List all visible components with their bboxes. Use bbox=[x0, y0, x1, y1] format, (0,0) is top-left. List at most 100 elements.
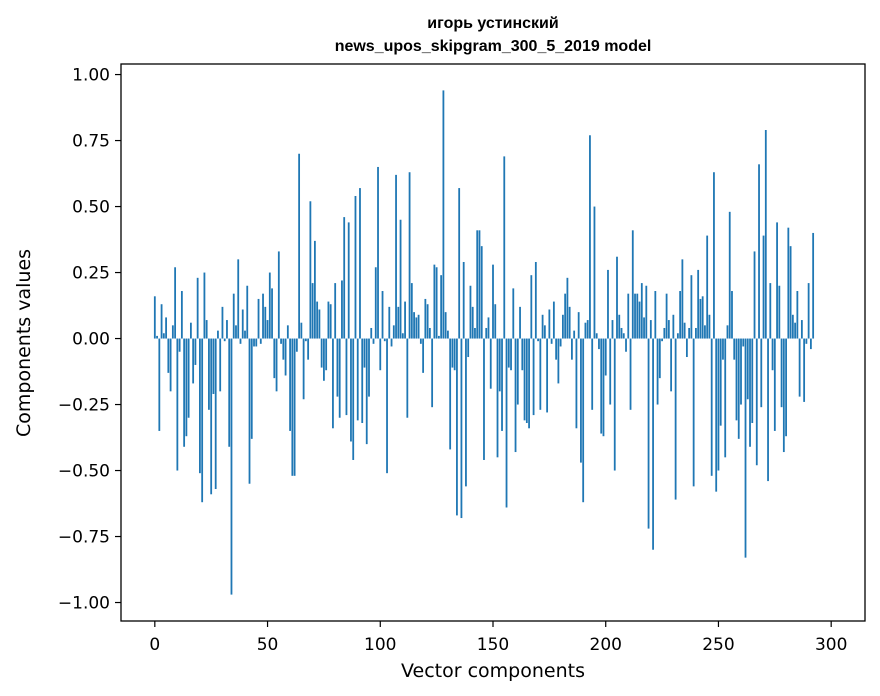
bar-63 bbox=[295, 338, 298, 352]
bar-285 bbox=[796, 291, 799, 339]
bar-0 bbox=[153, 296, 156, 339]
chart-subtitle: news_upos_skipgram_300_5_2019 model bbox=[335, 38, 652, 55]
bar-131 bbox=[449, 338, 452, 450]
bar-201 bbox=[607, 269, 609, 339]
bar-121 bbox=[426, 304, 429, 339]
bar-90 bbox=[356, 338, 359, 421]
bar-241 bbox=[697, 269, 700, 339]
bar-213 bbox=[634, 293, 636, 339]
bar-99 bbox=[377, 166, 379, 339]
bar-51 bbox=[268, 272, 271, 339]
bar-93 bbox=[363, 338, 366, 368]
bar-197 bbox=[598, 338, 600, 350]
bar-48 bbox=[262, 293, 264, 339]
bar-115 bbox=[413, 312, 415, 339]
bar-84 bbox=[343, 217, 346, 339]
bar-179 bbox=[557, 338, 560, 384]
bar-82 bbox=[338, 338, 341, 418]
bar-100 bbox=[379, 338, 382, 371]
bar-28 bbox=[217, 330, 219, 339]
x-axis-label: Vector components bbox=[401, 660, 585, 682]
bar-202 bbox=[609, 338, 612, 405]
bar-231 bbox=[674, 338, 677, 500]
bar-65 bbox=[300, 322, 303, 339]
bar-74 bbox=[320, 338, 323, 368]
y-tick-label-2: 0.50 bbox=[72, 198, 110, 218]
bar-160 bbox=[514, 338, 517, 453]
bar-251 bbox=[719, 338, 722, 426]
bar-194 bbox=[591, 338, 594, 410]
bar-208 bbox=[622, 333, 625, 339]
bar-138 bbox=[465, 338, 467, 487]
bar-211 bbox=[629, 338, 632, 410]
bar-273 bbox=[769, 283, 772, 339]
bar-96 bbox=[370, 327, 373, 339]
y-tick-label-5: −0.25 bbox=[58, 396, 110, 416]
bar-165 bbox=[525, 338, 528, 424]
bar-152 bbox=[496, 338, 499, 458]
bar-205 bbox=[616, 256, 618, 339]
bar-267 bbox=[755, 338, 758, 466]
y-tick-label-8: −1.00 bbox=[58, 594, 110, 614]
bar-76 bbox=[325, 338, 328, 371]
bar-64 bbox=[298, 153, 301, 339]
bar-164 bbox=[523, 338, 526, 421]
bar-287 bbox=[800, 320, 803, 339]
bar-204 bbox=[613, 338, 616, 471]
bar-150 bbox=[492, 264, 494, 339]
bar-178 bbox=[555, 338, 558, 360]
bar-117 bbox=[417, 314, 420, 339]
bar-2 bbox=[158, 338, 161, 431]
bar-111 bbox=[404, 301, 406, 339]
bar-50 bbox=[266, 320, 269, 339]
bar-224 bbox=[658, 338, 661, 379]
bar-101 bbox=[381, 291, 384, 339]
bar-186 bbox=[573, 330, 576, 339]
bar-161 bbox=[516, 338, 519, 405]
bar-113 bbox=[408, 172, 411, 339]
bar-191 bbox=[584, 322, 587, 339]
bar-29 bbox=[219, 338, 222, 392]
bar-83 bbox=[341, 280, 343, 339]
bar-52 bbox=[271, 288, 273, 339]
bar-151 bbox=[494, 304, 497, 339]
bar-116 bbox=[415, 317, 418, 339]
bar-246 bbox=[708, 314, 711, 339]
bar-210 bbox=[627, 293, 630, 339]
bar-227 bbox=[665, 293, 668, 339]
bar-222 bbox=[654, 291, 657, 339]
x-tick-label-0: 0 bbox=[149, 635, 160, 655]
bar-183 bbox=[566, 277, 569, 339]
bar-223 bbox=[656, 338, 659, 405]
bar-163 bbox=[521, 338, 524, 371]
bar-114 bbox=[410, 283, 413, 339]
bar-47 bbox=[259, 338, 262, 344]
bar-135 bbox=[458, 188, 461, 339]
plot-frame bbox=[120, 63, 866, 622]
bar-259 bbox=[737, 338, 740, 439]
bar-238 bbox=[690, 275, 693, 339]
bar-284 bbox=[794, 322, 797, 339]
bar-203 bbox=[611, 320, 614, 339]
bar-217 bbox=[643, 317, 645, 339]
bar-243 bbox=[701, 296, 704, 339]
bar-157 bbox=[507, 338, 510, 368]
bar-40 bbox=[244, 330, 246, 339]
bar-107 bbox=[395, 174, 397, 339]
bar-7 bbox=[169, 338, 172, 392]
bar-23 bbox=[205, 320, 208, 339]
bar-175 bbox=[548, 309, 551, 339]
bar-198 bbox=[600, 338, 603, 434]
bar-239 bbox=[692, 338, 695, 487]
bar-170 bbox=[537, 338, 539, 342]
bars bbox=[153, 90, 815, 595]
bar-149 bbox=[489, 338, 492, 389]
bar-177 bbox=[552, 301, 555, 339]
bar-182 bbox=[564, 293, 567, 339]
bar-171 bbox=[539, 338, 542, 410]
bar-206 bbox=[618, 314, 621, 339]
bar-189 bbox=[580, 338, 582, 463]
bar-120 bbox=[424, 298, 427, 339]
bar-230 bbox=[672, 314, 675, 339]
bar-79 bbox=[332, 338, 334, 429]
